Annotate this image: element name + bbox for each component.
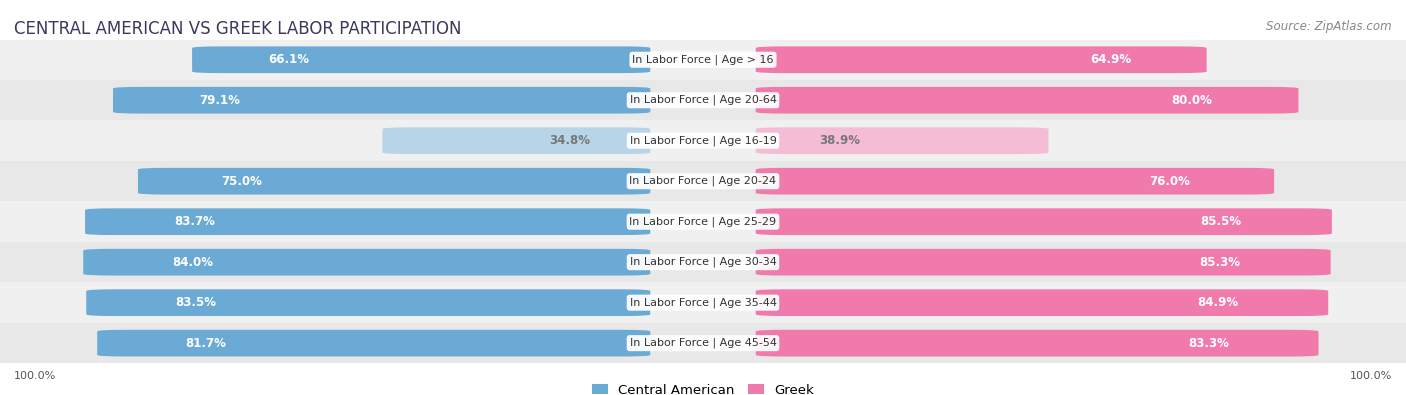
FancyBboxPatch shape: [83, 249, 650, 276]
Text: 81.7%: 81.7%: [186, 337, 226, 350]
Text: 38.9%: 38.9%: [820, 134, 860, 147]
Text: In Labor Force | Age 20-64: In Labor Force | Age 20-64: [630, 95, 776, 105]
FancyBboxPatch shape: [756, 289, 1329, 316]
FancyBboxPatch shape: [0, 120, 1406, 161]
Text: In Labor Force | Age 30-34: In Labor Force | Age 30-34: [630, 257, 776, 267]
FancyBboxPatch shape: [0, 161, 1406, 201]
FancyBboxPatch shape: [756, 127, 1049, 154]
Text: 34.8%: 34.8%: [550, 134, 591, 147]
Text: 83.3%: 83.3%: [1188, 337, 1230, 350]
FancyBboxPatch shape: [112, 87, 650, 114]
FancyBboxPatch shape: [756, 249, 1330, 276]
Text: 83.7%: 83.7%: [174, 215, 215, 228]
FancyBboxPatch shape: [97, 330, 650, 357]
Text: CENTRAL AMERICAN VS GREEK LABOR PARTICIPATION: CENTRAL AMERICAN VS GREEK LABOR PARTICIP…: [14, 20, 461, 38]
Text: In Labor Force | Age 16-19: In Labor Force | Age 16-19: [630, 135, 776, 146]
Text: 84.9%: 84.9%: [1197, 296, 1239, 309]
Text: In Labor Force | Age 35-44: In Labor Force | Age 35-44: [630, 297, 776, 308]
Text: In Labor Force | Age > 16: In Labor Force | Age > 16: [633, 55, 773, 65]
Text: 80.0%: 80.0%: [1171, 94, 1212, 107]
FancyBboxPatch shape: [756, 87, 1299, 114]
Text: 76.0%: 76.0%: [1150, 175, 1191, 188]
FancyBboxPatch shape: [756, 330, 1319, 357]
Legend: Central American, Greek: Central American, Greek: [586, 378, 820, 395]
FancyBboxPatch shape: [0, 80, 1406, 120]
FancyBboxPatch shape: [756, 208, 1331, 235]
FancyBboxPatch shape: [0, 323, 1406, 363]
Text: Source: ZipAtlas.com: Source: ZipAtlas.com: [1267, 20, 1392, 33]
FancyBboxPatch shape: [84, 208, 650, 235]
FancyBboxPatch shape: [0, 242, 1406, 282]
FancyBboxPatch shape: [756, 168, 1274, 195]
Text: 84.0%: 84.0%: [173, 256, 214, 269]
FancyBboxPatch shape: [756, 46, 1206, 73]
FancyBboxPatch shape: [0, 282, 1406, 323]
Text: 66.1%: 66.1%: [269, 53, 309, 66]
Text: In Labor Force | Age 45-54: In Labor Force | Age 45-54: [630, 338, 776, 348]
FancyBboxPatch shape: [138, 168, 650, 195]
Text: 64.9%: 64.9%: [1090, 53, 1132, 66]
Text: In Labor Force | Age 25-29: In Labor Force | Age 25-29: [630, 216, 776, 227]
Text: 83.5%: 83.5%: [176, 296, 217, 309]
Text: In Labor Force | Age 20-24: In Labor Force | Age 20-24: [630, 176, 776, 186]
FancyBboxPatch shape: [193, 46, 650, 73]
FancyBboxPatch shape: [86, 289, 650, 316]
Text: 79.1%: 79.1%: [198, 94, 240, 107]
Text: 75.0%: 75.0%: [221, 175, 262, 188]
FancyBboxPatch shape: [0, 201, 1406, 242]
FancyBboxPatch shape: [382, 127, 651, 154]
Text: 85.5%: 85.5%: [1201, 215, 1241, 228]
Text: 85.3%: 85.3%: [1199, 256, 1240, 269]
Text: 100.0%: 100.0%: [14, 371, 56, 381]
Text: 100.0%: 100.0%: [1350, 371, 1392, 381]
FancyBboxPatch shape: [0, 40, 1406, 80]
